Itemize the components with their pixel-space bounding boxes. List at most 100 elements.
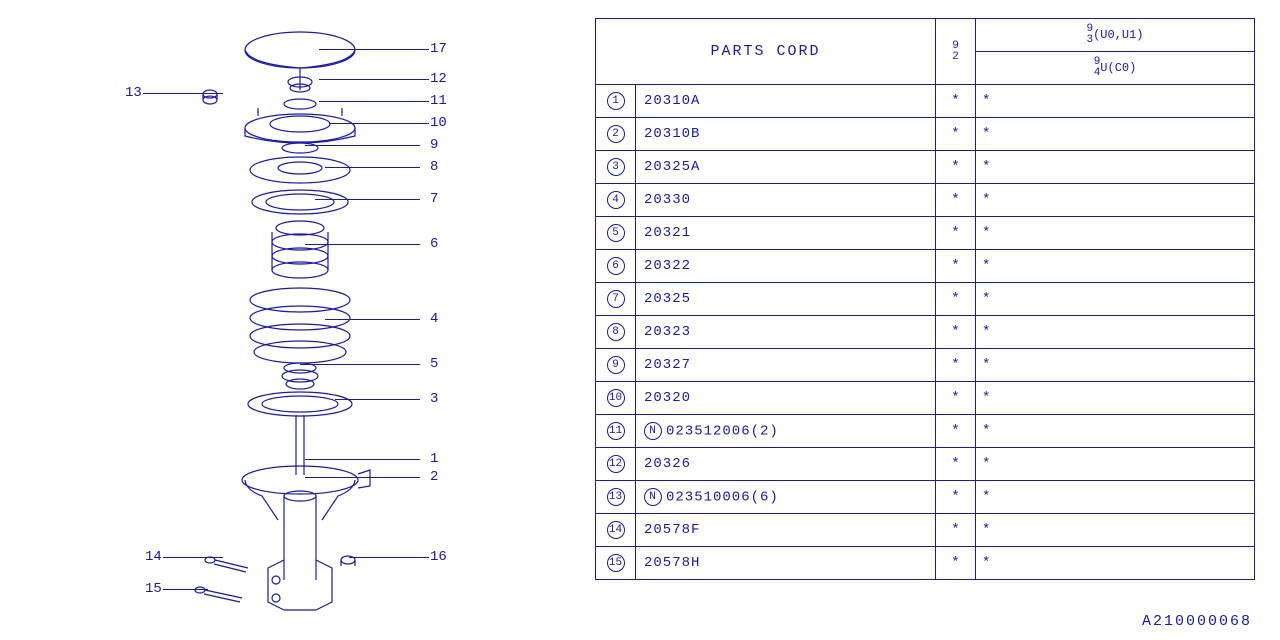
table-row: 1220326** <box>596 448 1255 481</box>
mark-93-94: * <box>976 481 1255 514</box>
callout-12: 12 <box>430 71 447 87</box>
mark-93-94: * <box>976 184 1255 217</box>
row-index: 1 <box>596 85 636 118</box>
mark-92: * <box>936 349 976 382</box>
row-index: 10 <box>596 382 636 415</box>
mark-92: * <box>936 415 976 448</box>
mark-93-94: * <box>976 316 1255 349</box>
callout-9: 9 <box>430 137 438 153</box>
mark-93-94: * <box>976 151 1255 184</box>
mark-92: * <box>936 481 976 514</box>
mark-93-94: * <box>976 349 1255 382</box>
row-index: 5 <box>596 217 636 250</box>
table-row: 11N023512006(2)** <box>596 415 1255 448</box>
table-row: 920327** <box>596 349 1255 382</box>
mark-93-94: * <box>976 415 1255 448</box>
row-index: 11 <box>596 415 636 448</box>
row-index: 6 <box>596 250 636 283</box>
table-row: 13N023510006(6)** <box>596 481 1255 514</box>
callout-8: 8 <box>430 159 438 175</box>
parts-table: PARTS CORD 92 93(U0,U1) 94U(C0) 120310A*… <box>595 18 1255 580</box>
row-index: 13 <box>596 481 636 514</box>
table-row: 1520578H** <box>596 547 1255 580</box>
callout-2: 2 <box>430 469 438 485</box>
part-code: 20326 <box>636 448 936 481</box>
row-index: 8 <box>596 316 636 349</box>
part-code: N023512006(2) <box>636 415 936 448</box>
callout-3: 3 <box>430 391 438 407</box>
mark-92: * <box>936 283 976 316</box>
mark-92: * <box>936 382 976 415</box>
callout-1: 1 <box>430 451 438 467</box>
mark-92: * <box>936 250 976 283</box>
callout-13: 13 <box>125 85 142 101</box>
part-code: 20322 <box>636 250 936 283</box>
drawing-number: A210000068 <box>1142 613 1252 630</box>
table-row: 420330** <box>596 184 1255 217</box>
callout-11: 11 <box>430 93 447 109</box>
row-index: 15 <box>596 547 636 580</box>
callout-5: 5 <box>430 356 438 372</box>
callout-10: 10 <box>430 115 447 131</box>
callout-16: 16 <box>430 549 447 565</box>
mark-93-94: * <box>976 85 1255 118</box>
part-code: 20320 <box>636 382 936 415</box>
part-code: 20310B <box>636 118 936 151</box>
exploded-diagram: 1713121110987645312161415 <box>40 20 580 620</box>
mark-92: * <box>936 118 976 151</box>
part-code: 20578F <box>636 514 936 547</box>
mark-93-94: * <box>976 250 1255 283</box>
mark-92: * <box>936 547 976 580</box>
row-index: 7 <box>596 283 636 316</box>
callout-17: 17 <box>430 41 447 57</box>
header-92: 92 <box>936 19 976 85</box>
strut-svg <box>40 20 580 620</box>
row-index: 3 <box>596 151 636 184</box>
header-parts-cord: PARTS CORD <box>596 19 936 85</box>
mark-93-94: * <box>976 514 1255 547</box>
header-93: 93(U0,U1) <box>976 19 1255 52</box>
callout-15: 15 <box>145 581 162 597</box>
part-code: 20325A <box>636 151 936 184</box>
mark-93-94: * <box>976 547 1255 580</box>
part-code: 20578H <box>636 547 936 580</box>
part-code: 20310A <box>636 85 936 118</box>
callout-4: 4 <box>430 311 438 327</box>
table-row: 620322** <box>596 250 1255 283</box>
mark-93-94: * <box>976 283 1255 316</box>
mark-92: * <box>936 514 976 547</box>
table-row: 120310A** <box>596 85 1255 118</box>
part-code: 20330 <box>636 184 936 217</box>
row-index: 12 <box>596 448 636 481</box>
header-94: 94U(C0) <box>976 52 1255 85</box>
mark-92: * <box>936 85 976 118</box>
table-row: 520321** <box>596 217 1255 250</box>
parts-table-container: PARTS CORD 92 93(U0,U1) 94U(C0) 120310A*… <box>595 18 1255 580</box>
part-code: 20325 <box>636 283 936 316</box>
row-index: 9 <box>596 349 636 382</box>
part-code: 20327 <box>636 349 936 382</box>
mark-92: * <box>936 316 976 349</box>
mark-92: * <box>936 151 976 184</box>
table-row: 820323** <box>596 316 1255 349</box>
row-index: 14 <box>596 514 636 547</box>
callout-6: 6 <box>430 236 438 252</box>
mark-93-94: * <box>976 382 1255 415</box>
mark-93-94: * <box>976 217 1255 250</box>
part-code: 20323 <box>636 316 936 349</box>
table-row: 720325** <box>596 283 1255 316</box>
row-index: 2 <box>596 118 636 151</box>
mark-92: * <box>936 448 976 481</box>
callout-14: 14 <box>145 549 162 565</box>
part-code: N023510006(6) <box>636 481 936 514</box>
mark-93-94: * <box>976 118 1255 151</box>
table-row: 1420578F** <box>596 514 1255 547</box>
table-row: 1020320** <box>596 382 1255 415</box>
row-index: 4 <box>596 184 636 217</box>
callout-7: 7 <box>430 191 438 207</box>
mark-92: * <box>936 184 976 217</box>
mark-93-94: * <box>976 448 1255 481</box>
table-row: 320325A** <box>596 151 1255 184</box>
table-row: 220310B** <box>596 118 1255 151</box>
mark-92: * <box>936 217 976 250</box>
